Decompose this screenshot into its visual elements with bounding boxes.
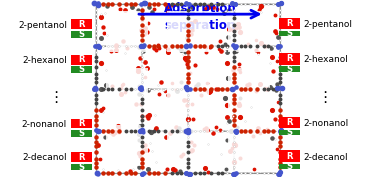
- Bar: [279, 66, 300, 72]
- Text: R: R: [78, 55, 85, 64]
- Text: S: S: [286, 128, 292, 137]
- Bar: [167, 12, 209, 52]
- Bar: [167, 125, 209, 165]
- Bar: [228, 12, 270, 52]
- Text: 2-hexanol: 2-hexanol: [303, 55, 348, 64]
- Bar: [228, 125, 270, 165]
- Text: R: R: [78, 20, 85, 29]
- Text: S: S: [78, 30, 84, 39]
- Bar: [96, 4, 280, 173]
- Bar: [279, 18, 300, 29]
- Text: S: S: [286, 29, 292, 38]
- Text: 2-pentanol: 2-pentanol: [18, 21, 67, 30]
- Bar: [279, 150, 300, 162]
- Bar: [167, 68, 209, 109]
- Text: Adsorption: Adsorption: [164, 2, 237, 15]
- Text: ⋮: ⋮: [318, 90, 333, 105]
- Text: S: S: [78, 129, 84, 138]
- Text: 2-nonanol: 2-nonanol: [303, 119, 349, 128]
- Bar: [71, 31, 91, 38]
- Bar: [279, 164, 300, 169]
- Text: S: S: [286, 65, 292, 73]
- Bar: [228, 68, 270, 109]
- Text: R: R: [286, 19, 293, 28]
- Bar: [71, 55, 91, 65]
- Bar: [106, 12, 148, 52]
- Text: R: R: [78, 153, 85, 162]
- Text: S: S: [78, 65, 84, 74]
- Text: R: R: [286, 118, 293, 127]
- Text: 2-nonanol: 2-nonanol: [22, 120, 67, 129]
- Bar: [71, 164, 91, 170]
- Text: 2-hexanol: 2-hexanol: [22, 56, 67, 65]
- Text: S: S: [78, 163, 84, 172]
- Bar: [71, 66, 91, 73]
- Bar: [71, 152, 91, 162]
- Text: separation: separation: [165, 19, 236, 32]
- Bar: [279, 117, 300, 128]
- Bar: [71, 119, 91, 128]
- Bar: [106, 68, 148, 109]
- Text: 2-decanol: 2-decanol: [22, 153, 67, 162]
- Text: 2-pentanol: 2-pentanol: [303, 20, 352, 29]
- Bar: [279, 53, 300, 65]
- Bar: [71, 130, 91, 137]
- Text: ⋮: ⋮: [48, 90, 64, 105]
- Text: S: S: [286, 162, 292, 171]
- Text: R: R: [286, 152, 293, 161]
- Text: R: R: [286, 54, 293, 63]
- Text: 2-decanol: 2-decanol: [303, 153, 348, 162]
- Bar: [279, 130, 300, 135]
- Bar: [106, 125, 148, 165]
- Bar: [71, 19, 91, 29]
- Text: R: R: [78, 119, 85, 128]
- Bar: [279, 31, 300, 36]
